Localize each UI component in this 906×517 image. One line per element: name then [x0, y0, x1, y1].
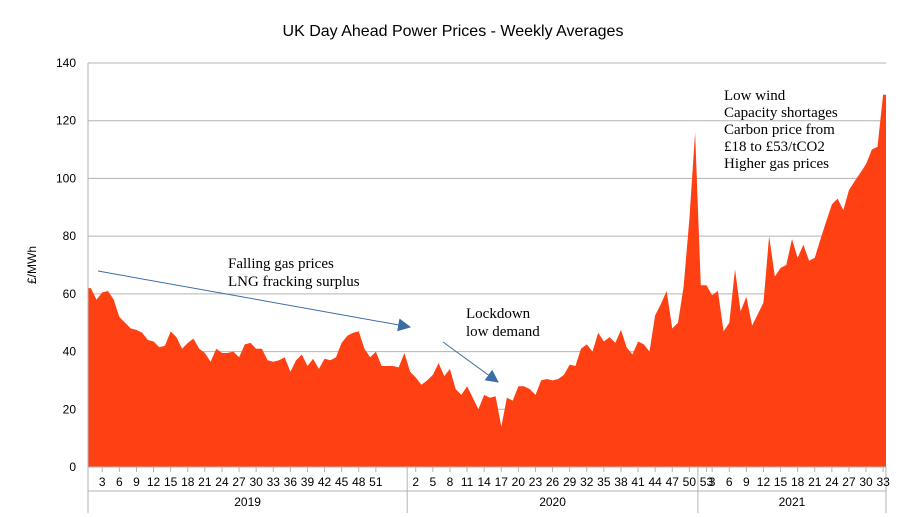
week-tick-label: 9	[743, 475, 750, 489]
y-tick-label: 80	[63, 229, 77, 243]
week-tick-label: 12	[147, 475, 161, 489]
y-tick-label: 120	[56, 114, 76, 128]
week-tick-label: 27	[232, 475, 246, 489]
week-tick-label: 53	[700, 475, 714, 489]
week-tick-label: 30	[249, 475, 263, 489]
chart-title: UK Day Ahead Power Prices - Weekly Avera…	[283, 23, 624, 40]
week-tick-label: 48	[352, 475, 366, 489]
week-tick-label: 42	[318, 475, 332, 489]
week-tick-label: 12	[757, 475, 771, 489]
annotation-lockdown: Lockdown low demand	[466, 306, 540, 340]
week-tick-label: 21	[198, 475, 212, 489]
week-tick-label: 47	[666, 475, 680, 489]
week-tick-label: 18	[181, 475, 195, 489]
annotation-falling-gas: Falling gas prices LNG fracking surplus	[228, 256, 360, 290]
week-tick-label: 36	[284, 475, 298, 489]
y-tick-label: 60	[63, 287, 77, 301]
week-tick-label: 23	[529, 475, 543, 489]
week-tick-label: 26	[546, 475, 560, 489]
y-tick-label: 100	[56, 171, 76, 185]
year-label: 2021	[779, 495, 806, 509]
week-tick-label: 44	[648, 475, 662, 489]
arrow-lockdown	[442, 341, 499, 383]
week-tick-label: 33	[267, 475, 281, 489]
y-axis-label: £/MWh	[25, 246, 39, 284]
week-tick-label: 17	[495, 475, 509, 489]
week-tick-label: 21	[808, 475, 822, 489]
week-tick-label: 35	[597, 475, 611, 489]
week-tick-label: 15	[164, 475, 178, 489]
week-tick-label: 8	[447, 475, 454, 489]
y-tick-label: 40	[63, 345, 77, 359]
week-tick-label: 32	[580, 475, 594, 489]
y-tick-label: 140	[56, 56, 76, 70]
week-tick-label: 45	[335, 475, 349, 489]
week-tick-label: 39	[301, 475, 315, 489]
week-tick-label: 15	[774, 475, 788, 489]
week-tick-label: 41	[631, 475, 645, 489]
annotation-low-wind: Low wind Capacity shortages Carbon price…	[724, 88, 841, 172]
annotations: Falling gas prices LNG fracking surplus …	[97, 88, 841, 383]
week-tick-label: 18	[791, 475, 805, 489]
arrow-falling-gas	[97, 270, 412, 332]
week-tick-label: 6	[726, 475, 733, 489]
y-tick-label: 20	[63, 402, 77, 416]
axes	[87, 63, 887, 513]
y-tick-labels: 0 20 40 60 80 100 120 140	[56, 56, 76, 474]
y-tick-label: 0	[69, 460, 76, 474]
year-label: 2020	[539, 495, 566, 509]
week-tick-label: 24	[215, 475, 229, 489]
week-tick-label: 6	[116, 475, 123, 489]
week-tick-label: 27	[842, 475, 856, 489]
week-tick-label: 9	[133, 475, 140, 489]
gridlines	[88, 62, 886, 410]
price-area	[88, 94, 886, 467]
week-tick-label: 38	[614, 475, 628, 489]
week-tick-label: 51	[369, 475, 383, 489]
week-tick-label: 3	[709, 475, 716, 489]
week-tick-label: 29	[563, 475, 577, 489]
week-tick-label: 3	[99, 475, 106, 489]
week-tick-label: 14	[477, 475, 491, 489]
week-tick-label: 24	[825, 475, 839, 489]
week-tick-label: 5	[430, 475, 437, 489]
week-tick-label: 33	[876, 475, 890, 489]
week-tick-label: 2	[412, 475, 419, 489]
week-tick-label: 20	[512, 475, 526, 489]
week-tick-label: 30	[859, 475, 873, 489]
week-tick-label: 11	[461, 475, 474, 489]
week-tick-label: 50	[683, 475, 697, 489]
year-label: 2019	[234, 495, 261, 509]
